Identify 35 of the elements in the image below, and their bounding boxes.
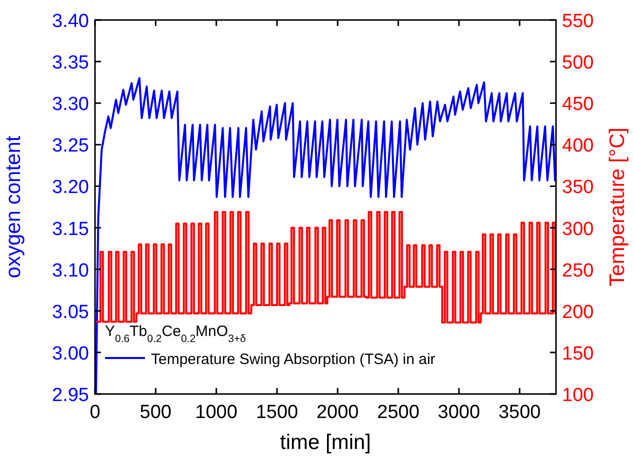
y2-tick-label: 250 xyxy=(562,260,594,282)
y-axis-title: oxygen content xyxy=(2,136,25,278)
y-tick-label: 3.20 xyxy=(52,177,89,198)
x-tick-label: 500 xyxy=(140,402,172,423)
x-axis-title: time [min] xyxy=(280,431,372,454)
x-tick-label: 3000 xyxy=(438,402,480,423)
line-series xyxy=(95,210,556,324)
y-tick-label: 3.05 xyxy=(52,302,89,323)
legend-title: Y$_{0.6}$Tb$_{0.2}$Ce$_{0.2}$MnO$_{3+δ}$ xyxy=(105,323,246,345)
y-tick-label: 3.10 xyxy=(52,260,89,282)
y-tick-label: 3.25 xyxy=(52,136,89,157)
x-tick-label: 3500 xyxy=(498,402,541,423)
y2-tick-label: 150 xyxy=(562,343,594,364)
line-series xyxy=(95,77,556,395)
x-tick-label: 2500 xyxy=(377,402,420,423)
y2-tick-label: 550 xyxy=(562,11,594,32)
y-tick-label: 2.95 xyxy=(52,385,89,406)
y2-tick-label: 450 xyxy=(562,94,594,116)
y-tick-label: 3.30 xyxy=(52,94,89,116)
y-tick-label: 3.00 xyxy=(52,343,89,364)
x-tick-label: 1500 xyxy=(256,402,298,423)
y-tick-label: 3.35 xyxy=(52,52,89,74)
y2-tick-label: 100 xyxy=(562,385,594,406)
y2-tick-label: 400 xyxy=(562,136,594,157)
y-tick-label: 3.15 xyxy=(52,218,89,240)
y2-tick-label: 300 xyxy=(562,218,594,240)
y2-tick-label: 500 xyxy=(562,52,594,74)
y-tick-label: 3.40 xyxy=(52,11,89,32)
x-tick-label: 2000 xyxy=(316,402,359,423)
y2-tick-label: 350 xyxy=(562,177,594,198)
x-tick-label: 0 xyxy=(90,402,100,423)
x-tick-label: 1000 xyxy=(195,402,238,423)
y2-axis-title: Temperature [°C] xyxy=(606,128,629,286)
y2-tick-label: 200 xyxy=(562,302,594,323)
legend-label: Temperature Swing Absorption (TSA) in air xyxy=(151,351,436,368)
